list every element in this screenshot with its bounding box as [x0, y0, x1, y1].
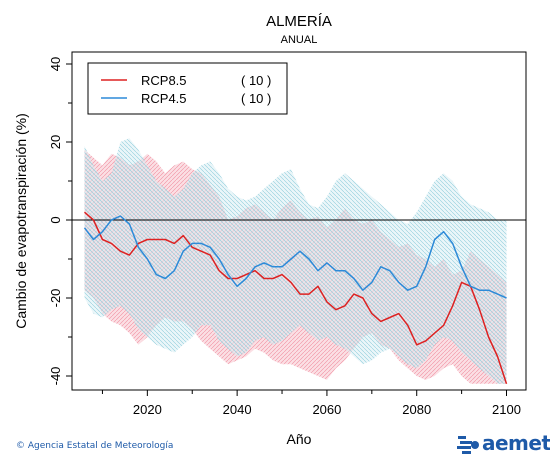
- chart-subtitle: ANUAL: [281, 34, 318, 46]
- y-tick-label: -40: [48, 367, 63, 386]
- series-line-rcp85: [83, 211, 508, 385]
- legend-count-rcp45: ( 10 ): [241, 91, 271, 106]
- aemet-logo-text: aemet: [482, 431, 550, 455]
- aemet-logo: aemet: [456, 431, 550, 457]
- aemet-logo-icon: [457, 436, 479, 454]
- x-tick-label: 2100: [492, 402, 521, 417]
- legend-label-rcp45: RCP4.5: [141, 91, 187, 106]
- x-axis-ticks: 2020 2040 2060 2080 2100: [101, 390, 521, 417]
- legend-box: [87, 62, 288, 115]
- y-tick-label: 20: [48, 135, 63, 149]
- y-tick-label: 0: [48, 216, 63, 223]
- y-tick-label: 40: [48, 57, 63, 71]
- y-tick-label: -20: [48, 289, 63, 308]
- band-rcp45: [84, 138, 507, 384]
- plot-frame: [71, 51, 527, 391]
- uncertainty-bands: [84, 138, 507, 384]
- legend-label-rcp85: RCP8.5: [141, 73, 187, 88]
- x-tick-label: 2080: [402, 402, 431, 417]
- chart-title: ALMERÍA: [266, 13, 332, 30]
- y-axis-label: Cambio de evapotranspiración (%): [13, 113, 29, 329]
- x-tick-label: 2040: [223, 402, 252, 417]
- x-axis-label: Año: [287, 431, 312, 447]
- legend-count-rcp85: ( 10 ): [241, 73, 271, 88]
- series-lines: [83, 211, 508, 385]
- x-tick-label: 2060: [312, 402, 341, 417]
- y-axis-ticks: -40 -20 0 20 40: [48, 57, 72, 386]
- x-tick-label: 2020: [133, 402, 162, 417]
- legend: RCP8.5 ( 10 ) RCP4.5 ( 10 ): [87, 62, 288, 115]
- agency-credit: © Agencia Estatal de Meteorología: [16, 441, 174, 451]
- series-line-rcp45: [83, 215, 507, 299]
